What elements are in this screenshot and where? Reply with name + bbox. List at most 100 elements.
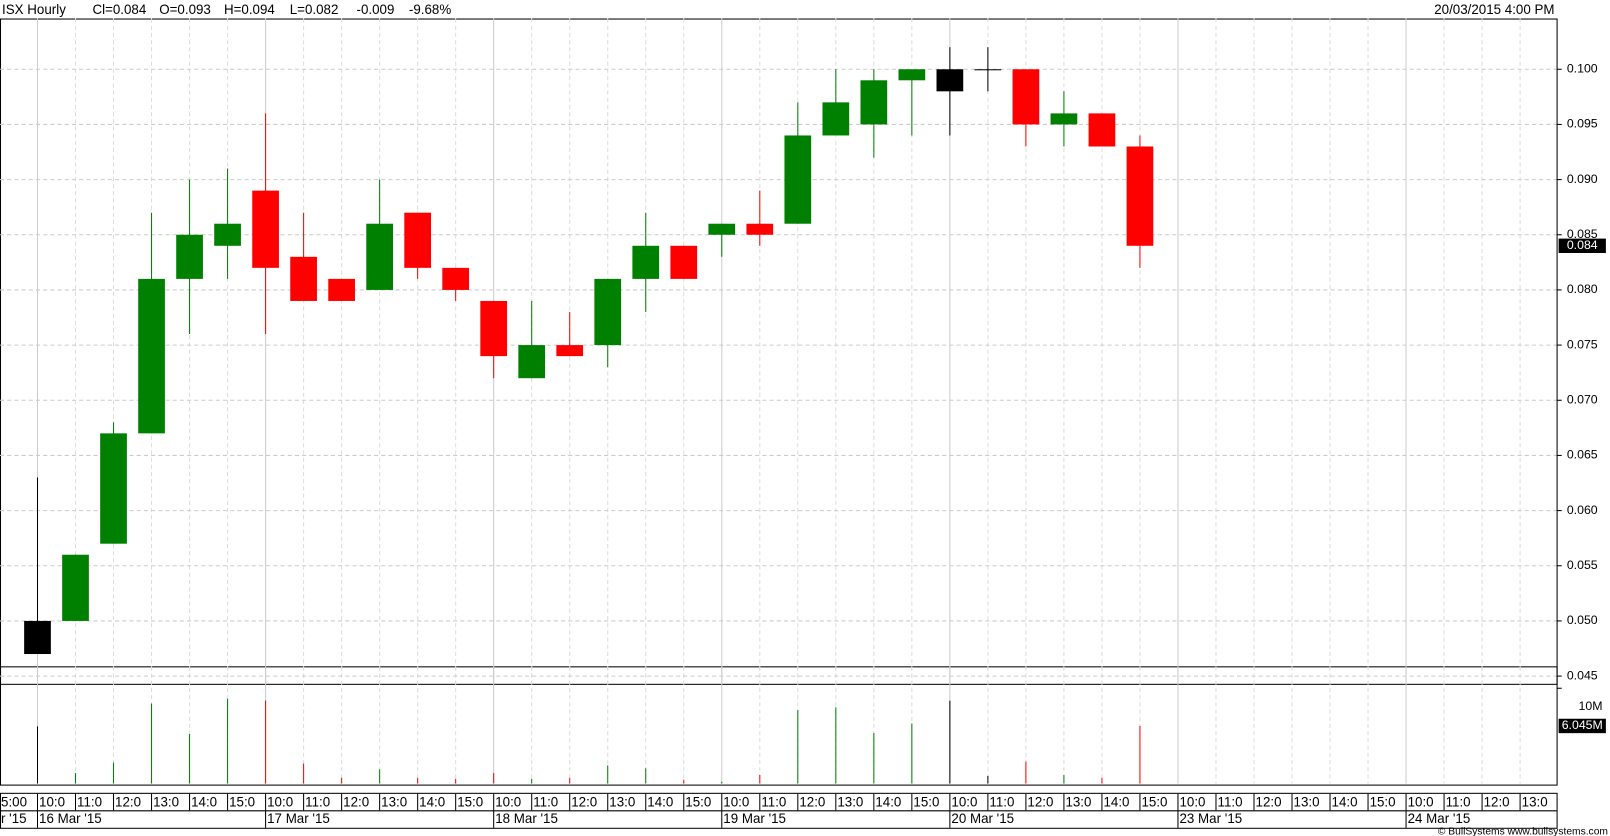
y-tick-label: 0.075 [1567, 337, 1598, 351]
candle-body [556, 345, 584, 357]
date-label: 24 Mar '15 [1408, 811, 1471, 826]
date-label: 16 Mar '15 [39, 811, 102, 826]
timestamp: 20/03/2015 4:00 PM [1434, 2, 1554, 17]
candle-body [1126, 146, 1154, 246]
y-tick-label: 0.085 [1567, 227, 1598, 241]
date-label: 20 Mar '15 [951, 811, 1014, 826]
y-tick-label: 0.095 [1567, 117, 1598, 131]
x-tick-label: 13:0 [153, 795, 179, 810]
candle-body [480, 300, 508, 357]
x-tick-label: 11:0 [761, 795, 786, 810]
x-tick-label: 11:0 [77, 795, 102, 810]
y-tick-label: 0.090 [1567, 172, 1598, 186]
chart-title: ISX Hourly [2, 2, 66, 17]
candle-body [898, 69, 926, 81]
x-tick-label: 10:0 [39, 795, 65, 810]
candle-body [442, 267, 470, 290]
header-item: H=0.094 [224, 2, 275, 17]
x-tick-label: 11:0 [305, 795, 330, 810]
candle-body [632, 245, 660, 279]
x-tick-label: 14:0 [419, 795, 445, 810]
candle-body [404, 212, 432, 268]
date-label: 19 Mar '15 [723, 811, 786, 826]
date-label: 17 Mar '15 [267, 811, 330, 826]
candle-body [1050, 113, 1078, 125]
y-tick-label: 0.060 [1567, 503, 1598, 517]
candle-body [670, 245, 698, 279]
candle-body [936, 69, 964, 92]
y-tick-label: 0.065 [1567, 448, 1598, 462]
volume-panel [0, 666, 1558, 786]
x-tick-label: 14:0 [1332, 795, 1358, 810]
candle-body [746, 223, 774, 235]
x-tick-label: 12:0 [343, 795, 369, 810]
price-panel [0, 18, 1558, 685]
volume-badge-label: 6.045M [1562, 718, 1603, 732]
last-price-label: 0.084 [1567, 238, 1598, 252]
x-tick-label: 15:0 [913, 795, 939, 810]
x-tick-label: 15:0 [229, 795, 255, 810]
x-tick-label: 10:0 [1180, 795, 1206, 810]
change-pct: -9.68% [409, 2, 451, 17]
x-tick-label: 10:0 [495, 795, 521, 810]
candle-body [1088, 113, 1116, 147]
candle-body [366, 223, 393, 290]
x-tick-label: 12:0 [1027, 795, 1053, 810]
copyright: © BullSystems www.bullsystems.com [1438, 827, 1608, 836]
date-label: 23 Mar '15 [1180, 811, 1243, 826]
x-tick-label: 11:0 [1446, 795, 1471, 810]
x-tick-label: 15:0 [1370, 795, 1396, 810]
x-tick-label: 15:0 [685, 795, 711, 810]
candle-body [784, 135, 812, 224]
x-tick-label: 10:0 [951, 795, 977, 810]
x-tick-label: 14:0 [1103, 795, 1129, 810]
candle-body [100, 433, 127, 544]
x-tick-label: 12:0 [1256, 795, 1282, 810]
x-tick-label: 14:0 [647, 795, 673, 810]
x-tick-label: 13:0 [1522, 795, 1548, 810]
candle-body [138, 278, 165, 434]
y-tick-label: 0.070 [1567, 393, 1598, 407]
date-label: 18 Mar '15 [495, 811, 558, 826]
x-tick-label: 13:0 [381, 795, 407, 810]
y-tick-label: 0.045 [1567, 668, 1598, 682]
volume-badge [1558, 718, 1606, 734]
y-tick-label: 0.100 [1567, 62, 1598, 76]
x-tick-label: 11:0 [1218, 795, 1243, 810]
x-tick-label: 13:0 [1294, 795, 1320, 810]
candle-body [594, 278, 622, 346]
x-tick-label: 11:0 [533, 795, 558, 810]
y2-tick-label: 10M [1578, 699, 1602, 713]
x-tick-label: 12:0 [799, 795, 825, 810]
x-tick-label: 10:0 [1408, 795, 1434, 810]
candle-body [252, 190, 279, 268]
candle-body [62, 554, 89, 621]
candle-body [860, 80, 888, 125]
candle-body [290, 256, 317, 301]
x-tick-label: 11:0 [989, 795, 1014, 810]
y-tick-label: 0.055 [1567, 558, 1598, 572]
x-tick-label: 12:0 [115, 795, 141, 810]
x-tick-label: 15:0 [1141, 795, 1167, 810]
last-price-badge [1558, 238, 1606, 253]
candle-body [1012, 69, 1040, 125]
x-tick-label: 15:0 [457, 795, 483, 810]
x-tick-label: 14:0 [191, 795, 217, 810]
y-tick-label: 0.050 [1567, 613, 1598, 627]
x-tick-label: 13:0 [609, 795, 635, 810]
candle-body [24, 620, 51, 655]
x-tick-label: 12:0 [1484, 795, 1510, 810]
candle-body [822, 102, 850, 136]
x-tick-label: 13:0 [1065, 795, 1091, 810]
candle-body [518, 345, 546, 379]
candle-body [176, 234, 203, 279]
x-tick-label: 10:0 [267, 795, 293, 810]
y-tick-label: 0.080 [1567, 282, 1598, 296]
header-item: Cl=0.084 [92, 2, 146, 17]
candle-body [328, 278, 355, 301]
x-tick-label: 10:0 [723, 795, 749, 810]
candle-body [708, 223, 736, 235]
header-item: O=0.093 [159, 2, 211, 17]
date-label: r '15 [1, 811, 27, 826]
